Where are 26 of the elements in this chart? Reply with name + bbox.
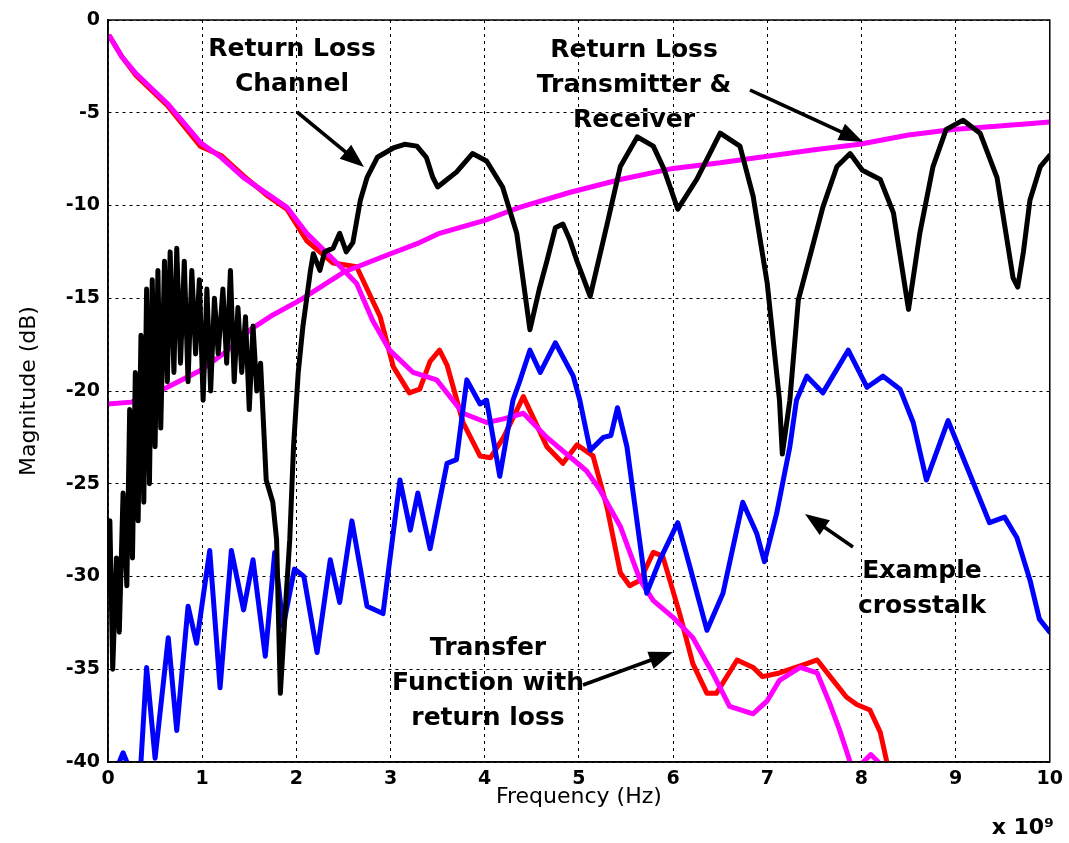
annotation: Return Loss Channel [208, 33, 376, 97]
annotation: Transfer Function with return loss [392, 631, 584, 731]
y-tick-label: -30 [65, 563, 100, 586]
x-tick-label: 8 [854, 766, 869, 789]
annotation: Example crosstalk [857, 555, 988, 619]
y-tick-label: -15 [65, 285, 100, 308]
x-tick-label: 5 [572, 766, 586, 789]
y-axis-title: Magnitude (dB) [14, 306, 40, 476]
x-tick-label: 6 [666, 766, 680, 789]
y-tick-label: -40 [65, 748, 100, 771]
x-tick-label: 10 [1036, 766, 1064, 789]
x-tick-label: 4 [478, 766, 492, 789]
y-tick-label: -10 [65, 192, 100, 215]
x-tick-label: 9 [948, 766, 963, 789]
x-tick-label: 1 [195, 766, 209, 789]
y-tick-label: -35 [65, 656, 100, 679]
x-tick-label: 2 [289, 766, 303, 789]
x-tick-label: 7 [760, 766, 774, 789]
y-tick-label: -20 [65, 377, 100, 400]
annotation: Return Loss Transmitter & Receiver [536, 33, 732, 133]
y-tick-label: -5 [78, 99, 100, 122]
x-tick-label: 0 [101, 766, 115, 789]
y-tick-label: -25 [65, 470, 100, 493]
y-tick-label: 0 [86, 6, 100, 29]
x-tick-label: 3 [383, 766, 398, 789]
text: x 10⁹ [991, 813, 1054, 839]
